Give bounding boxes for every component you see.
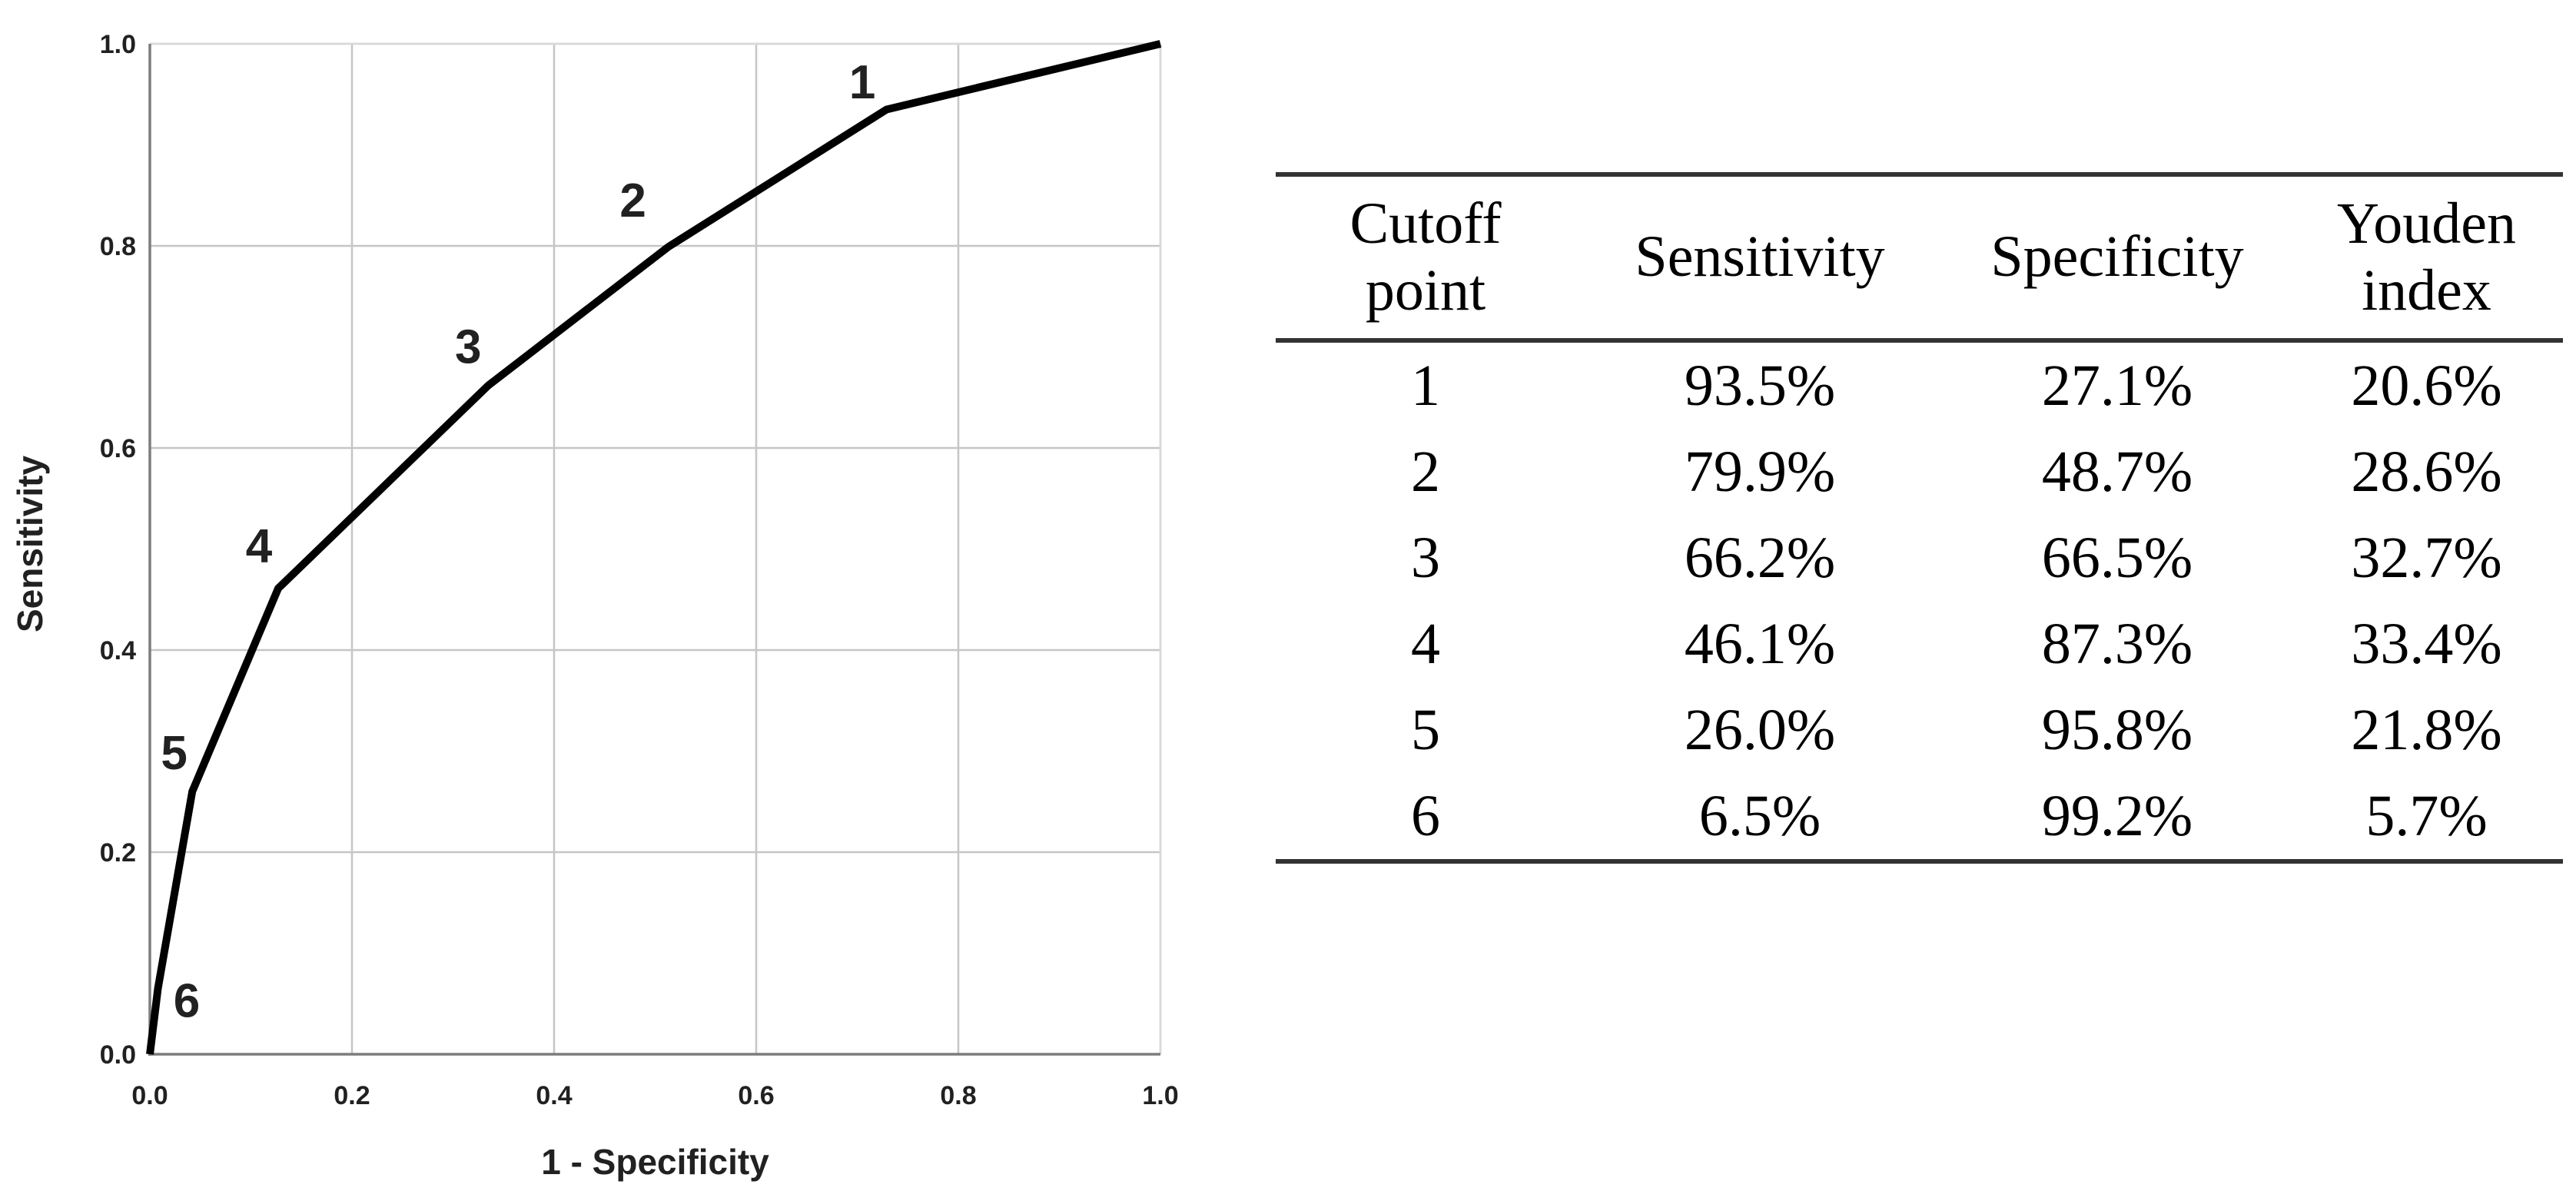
table-cell: 27.1% [2041,353,2193,418]
table-row: 1 93.5% 27.1% 20.6% [1276,343,2563,429]
table-cell: 99.2% [2041,783,2193,848]
x-tick-label: 0.8 [940,1081,976,1110]
x-tick-label: 0.6 [738,1081,774,1110]
x-tick-label: 0.0 [131,1081,168,1110]
y-tick-label: 0.2 [100,838,136,868]
table-cell: 6.5% [1698,783,1821,848]
table-header-cell: Sensitivity [1635,224,1885,290]
cutoff-point-label: 1 [849,56,875,109]
table-row: 6 6.5% 99.2% 5.7% [1276,773,2563,859]
x-tick-label: 0.2 [334,1081,370,1110]
table-cell: 2 [1411,439,1440,504]
table-header-cell: Youden index [2336,191,2516,323]
y-tick-label: 0.8 [100,232,136,261]
cutoff-point-label: 5 [161,727,187,780]
cutoff-point-label: 2 [619,174,646,227]
y-tick-label: 0.6 [100,434,136,463]
table-cell: 33.4% [2351,611,2502,676]
y-tick-label: 1.0 [100,30,136,59]
table-cell: 87.3% [2041,611,2193,676]
table-row: 2 79.9% 48.7% 28.6% [1276,429,2563,515]
table-cell: 5.7% [2365,783,2488,848]
table-cell: 32.7% [2351,525,2502,590]
table-cell: 21.8% [2351,697,2502,762]
x-tick-label: 1.0 [1142,1081,1178,1110]
y-axis-title: Sensitivity [10,456,50,633]
table-cell: 66.5% [2041,525,2193,590]
table-cell: 20.6% [2351,353,2502,418]
table-header-cell: Cutoff point [1349,191,1502,323]
table-body: 1 93.5% 27.1% 20.6% 2 79.9% 48.7% 28.6% 3 66.2% 66… [1276,343,2563,859]
x-axis-title: 1 - Specificity [541,1142,769,1182]
table-header-cell: Specificity [1990,224,2244,290]
table-row: 3 66.2% 66.5% 32.7% [1276,515,2563,601]
x-tick-label: 0.4 [536,1081,572,1110]
table-row: 4 46.1% 87.3% 33.4% [1276,601,2563,687]
cutoff-point-label: 3 [455,321,481,374]
table-cell: 46.1% [1684,611,1836,676]
table-cell: 3 [1411,525,1440,590]
table-row: 5 26.0% 95.8% 21.8% [1276,687,2563,773]
table-cell: 28.6% [2351,439,2502,504]
table-cell: 1 [1411,353,1440,418]
table-cell: 95.8% [2041,697,2193,762]
roc-curve-line [146,40,1162,1055]
table-header-row: Cutoff point Sensitivity Specificity Youden… [1276,177,2563,343]
table-cell: 4 [1411,611,1440,676]
cutoff-point-label: 4 [246,520,273,573]
table-cell: 79.9% [1684,439,1836,504]
y-tick-label: 0.4 [100,636,136,665]
table-cell: 48.7% [2041,439,2193,504]
y-tick-label: 0.0 [100,1040,136,1070]
table-cell: 66.2% [1684,525,1836,590]
roc-curve-chart: 1 2 3 4 5 6 0.0 0.2 0.4 0.6 0.8 1.0 0.0 0.2 0.4 0.6 0.8 1… [10,30,1179,1182]
cutoff-table: Cutoff point Sensitivity Specificity Youden… [1276,172,2563,864]
table-cell: 5 [1411,697,1440,762]
table-cell: 26.0% [1684,697,1836,762]
cutoff-point-label: 6 [174,974,200,1027]
table-cell: 93.5% [1684,353,1836,418]
table-cell: 6 [1411,783,1440,848]
